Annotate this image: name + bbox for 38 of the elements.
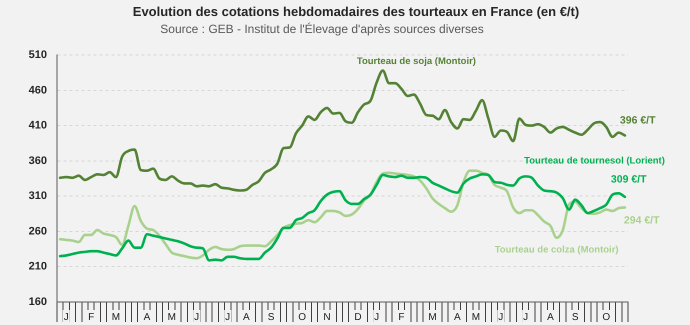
x-tick-label: J <box>498 312 504 323</box>
y-tick-label: 360 <box>28 154 47 167</box>
x-tick-label: O <box>298 312 306 323</box>
y-tick-label: 310 <box>28 190 47 202</box>
y-tick-label: 210 <box>28 260 47 273</box>
text: Tourteau de soja (Montoir) <box>356 56 476 68</box>
x-tick-label: A <box>454 312 461 323</box>
x-tick-label: J <box>225 312 230 323</box>
x-tick-label: O <box>602 312 610 323</box>
x-tick-label: S <box>572 312 579 323</box>
x-tick-label: N <box>323 312 331 323</box>
x-tick-label: J <box>64 312 69 323</box>
x-tick-label: M <box>428 312 437 323</box>
y-tick-label: 410 <box>28 120 47 132</box>
data-label: 294 €/T <box>624 214 660 226</box>
x-tick-label: A <box>144 312 151 323</box>
y-tick-label: 460 <box>28 84 47 96</box>
chart-subtitle: Source : GEB - Institut de l'Élevage d'après sources diverses <box>159 22 485 36</box>
data-label: 309 €/T <box>610 174 648 186</box>
y-tick-label: 260 <box>28 225 47 238</box>
series-label: Tourteau de colza (Montoir) <box>494 244 619 256</box>
y-tick-label: 510 <box>28 49 47 62</box>
x-tick-label: M <box>472 312 480 323</box>
x-tick-label: J <box>374 312 380 323</box>
x-tick-label: A <box>547 312 554 323</box>
x-tick-label: J <box>523 312 528 323</box>
data-label: 396 €/T <box>620 114 656 126</box>
x-tick-label: M <box>112 312 120 323</box>
x-tick-label: M <box>168 312 176 323</box>
x-tick-label: J <box>194 312 200 323</box>
series-label: Tourteau de tournesol (Lorient) <box>524 155 665 166</box>
y-tick-label: 160 <box>28 296 47 308</box>
x-tick-label: S <box>268 312 275 323</box>
chart-title: Evolution des cotations hebdomadaires des tourteaux en France (en €/t) <box>132 4 580 19</box>
x-tick-label: F <box>398 312 405 323</box>
x-tick-label: D <box>354 312 362 323</box>
x-tick-label: A <box>242 312 250 323</box>
x-tick-label: F <box>88 312 94 323</box>
